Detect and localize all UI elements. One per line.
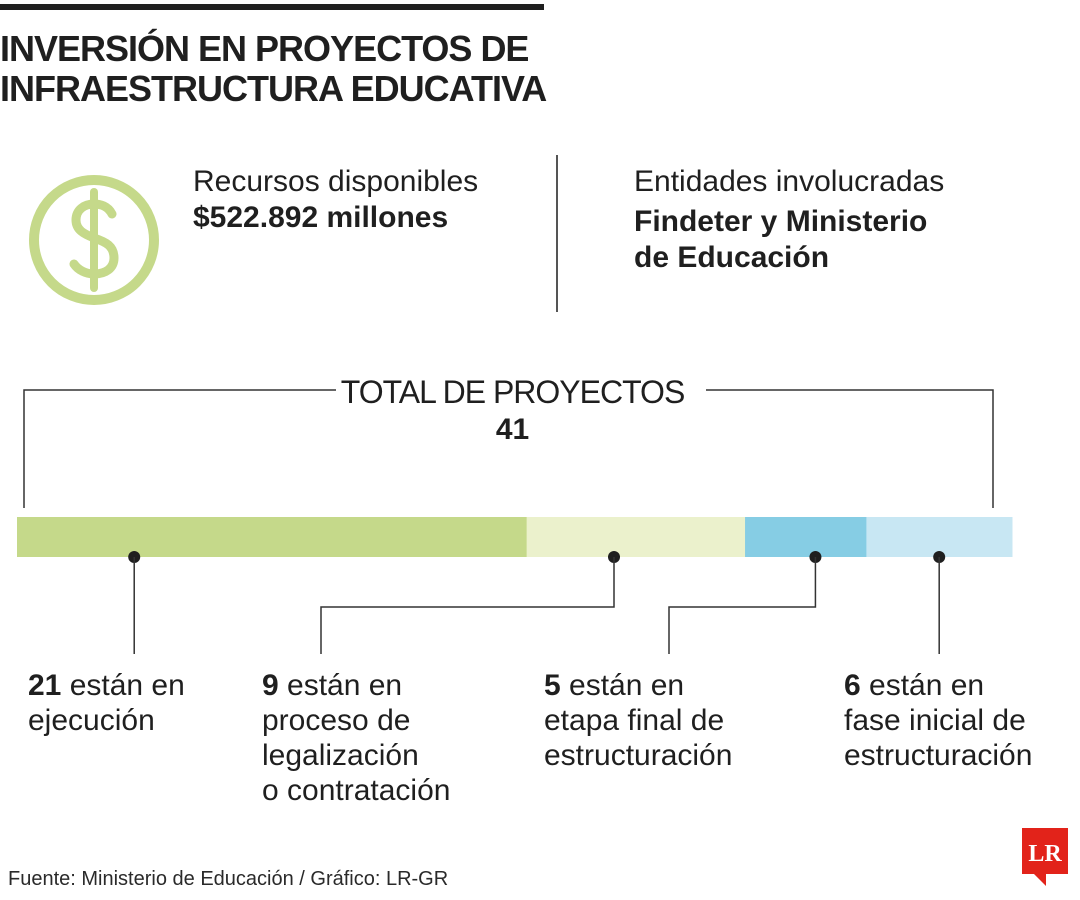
leader-line-2 bbox=[668, 557, 817, 654]
lr-logo: LR bbox=[1022, 828, 1068, 886]
title-line-1: INVERSIÓN EN PROYECTOS DE bbox=[0, 28, 529, 69]
segment-label-2: 5 están en etapa final de estructuración bbox=[544, 669, 733, 772]
total-value: 41 bbox=[495, 413, 530, 446]
resources-label: Recursos disponibles bbox=[193, 165, 479, 198]
resources-value: $522.892 millones bbox=[193, 201, 449, 234]
source-note: Fuente: Ministerio de Educación / Gráfic… bbox=[8, 868, 449, 890]
bar-segment-2 bbox=[745, 517, 867, 557]
segment-value-2: 5 bbox=[544, 669, 561, 702]
bar-segment-1 bbox=[526, 517, 746, 557]
svg-text:LR: LR bbox=[1028, 841, 1062, 867]
segment-value-0: 21 bbox=[28, 669, 62, 702]
total-label: TOTAL DE PROYECTOS bbox=[340, 374, 686, 410]
title-line-2: INFRAESTRUCTURA EDUCATIVA bbox=[0, 68, 547, 109]
segment-value-1: 9 bbox=[262, 669, 279, 702]
segment-value-3: 6 bbox=[844, 669, 861, 702]
bar-segment-0 bbox=[17, 517, 528, 557]
segment-label-1: 9 están en proceso de legalización o con… bbox=[262, 669, 451, 807]
bar-segment-3 bbox=[866, 517, 1013, 557]
total-bracket bbox=[23, 389, 994, 508]
dollar-icon bbox=[29, 175, 159, 305]
entities-value: Findeter y Ministerio de Educación bbox=[634, 204, 1054, 276]
entities-label: Entidades involucradas bbox=[634, 165, 945, 198]
top-rule bbox=[0, 4, 544, 10]
divider bbox=[556, 155, 558, 312]
segment-label-3: 6 están en fase inicial de estructuració… bbox=[844, 669, 1033, 772]
segment-label-0: 21 están en ejecución bbox=[28, 669, 185, 737]
entities-value-line-1: Findeter y Ministerio bbox=[634, 205, 928, 238]
entities-value-line-2: de Educación bbox=[634, 241, 830, 274]
leader-line-1 bbox=[320, 557, 615, 654]
